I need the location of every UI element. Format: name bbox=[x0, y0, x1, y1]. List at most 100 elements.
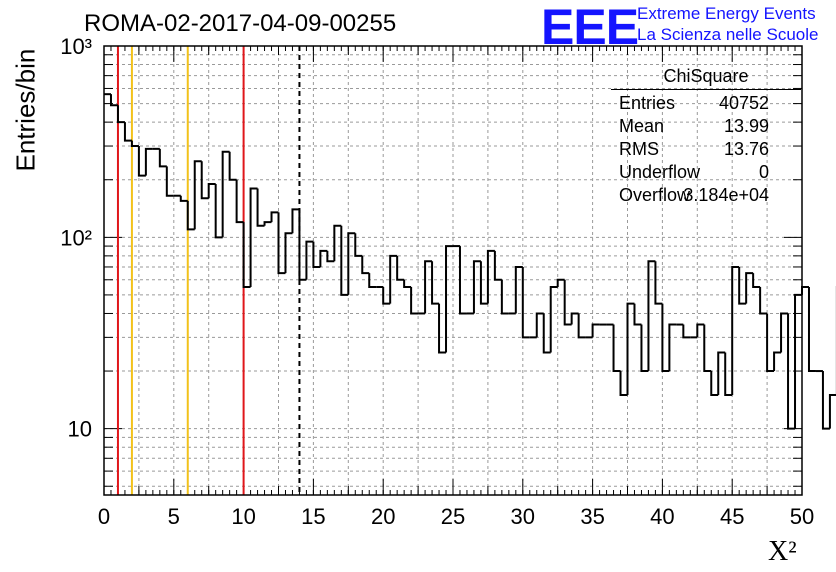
histogram-bin bbox=[424, 260, 433, 314]
histogram-bin bbox=[123, 122, 132, 142]
histogram-bin bbox=[193, 160, 202, 230]
stats-label: Mean bbox=[619, 116, 665, 136]
chart-title: ROMA-02-2017-04-09-00255 bbox=[84, 10, 397, 37]
histogram-bin bbox=[535, 312, 544, 338]
x-tick-label: 25 bbox=[441, 504, 465, 529]
tick-labels-layer: 0 5 10 15 20 25 30 35 40 45 50 10 10² 10³ bbox=[60, 34, 814, 529]
histogram-bin bbox=[354, 233, 363, 257]
y-tick-label: 10 bbox=[68, 417, 92, 442]
stats-row-overflow: Overflow 3.184e+04 bbox=[611, 184, 801, 207]
histogram-bin bbox=[312, 241, 321, 268]
histogram-bin bbox=[556, 278, 565, 288]
histogram-bin bbox=[137, 146, 146, 177]
y-tick-label: 10³ bbox=[60, 34, 92, 59]
histogram-bin bbox=[116, 105, 125, 124]
x-tick-label: 15 bbox=[301, 504, 325, 529]
histogram-bin bbox=[486, 249, 495, 304]
histogram-bin bbox=[242, 222, 251, 289]
histogram-bin bbox=[619, 371, 628, 396]
histogram-bin bbox=[828, 393, 836, 429]
histogram-bin bbox=[759, 287, 768, 315]
histogram-bin bbox=[500, 279, 509, 315]
histogram-bin bbox=[144, 147, 153, 176]
histogram-bin bbox=[256, 188, 265, 227]
x-tick-label: 40 bbox=[650, 504, 674, 529]
histogram-bin bbox=[319, 249, 328, 267]
stats-row-entries: Entries 40752 bbox=[611, 92, 801, 115]
stats-value: 0 bbox=[758, 162, 769, 182]
histogram-bin bbox=[396, 255, 405, 281]
histogram-bin bbox=[221, 150, 230, 238]
histogram-bin bbox=[821, 371, 830, 430]
x-tick-label: 0 bbox=[98, 504, 110, 529]
histogram-bin bbox=[731, 265, 740, 395]
histogram-bin bbox=[333, 224, 342, 262]
histogram-bin bbox=[780, 312, 789, 353]
stats-value: 3.184e+04 bbox=[683, 185, 769, 205]
histogram-bin bbox=[787, 313, 796, 430]
x-tick-label: 10 bbox=[231, 504, 255, 529]
x-tick-label: 45 bbox=[720, 504, 744, 529]
histogram-bin bbox=[179, 195, 188, 202]
x-axis-label: X² bbox=[768, 536, 797, 567]
x-tick-label: 5 bbox=[168, 504, 180, 529]
stats-title: ChiSquare bbox=[611, 66, 801, 90]
histogram-bin bbox=[514, 265, 523, 314]
stats-label: Entries bbox=[619, 93, 676, 113]
y-tick-label: 10² bbox=[60, 225, 92, 250]
histogram-bin bbox=[284, 232, 293, 274]
histogram-bin bbox=[340, 225, 349, 296]
histogram-bin bbox=[326, 250, 335, 263]
histogram-bin bbox=[766, 313, 775, 373]
histogram-bin bbox=[521, 266, 530, 339]
histogram-bin bbox=[654, 261, 663, 305]
plot-frame bbox=[103, 45, 803, 496]
histogram-bin bbox=[347, 232, 356, 295]
histogram-bin bbox=[633, 303, 642, 326]
stats-value: 40752 bbox=[718, 93, 769, 113]
histogram-bin bbox=[710, 371, 719, 396]
histogram-bin bbox=[717, 351, 726, 395]
histogram-bin bbox=[549, 286, 558, 353]
histogram-bin bbox=[305, 240, 314, 280]
histogram-bin bbox=[591, 323, 600, 338]
histogram-bin bbox=[200, 161, 209, 200]
histogram-bin bbox=[745, 272, 754, 304]
histogram-bin bbox=[298, 209, 307, 281]
x-tick-label: 35 bbox=[580, 504, 604, 529]
stats-row-underflow: Underflow 0 bbox=[611, 161, 801, 184]
histogram-bin bbox=[682, 324, 691, 339]
stats-row-rms: RMS 13.76 bbox=[611, 138, 801, 161]
histogram-bin bbox=[493, 250, 502, 281]
histogram-bin bbox=[214, 183, 223, 239]
histogram-bin bbox=[807, 287, 816, 373]
x-tick-label: 20 bbox=[371, 504, 395, 529]
histogram-bin bbox=[668, 323, 677, 372]
histogram-bin bbox=[801, 286, 809, 295]
x-tick-label: 50 bbox=[790, 504, 814, 529]
histogram-bin bbox=[263, 221, 272, 226]
histogram-bin bbox=[445, 245, 453, 353]
stats-box: ChiSquare Entries 40752 Mean 13.99 RMS 1… bbox=[611, 66, 801, 207]
histogram-bin bbox=[410, 287, 419, 315]
histogram-layer bbox=[104, 93, 836, 430]
histogram-bin bbox=[738, 266, 747, 305]
grid-layer bbox=[104, 46, 802, 495]
x-tick-label: 30 bbox=[511, 504, 535, 529]
histogram-bin bbox=[207, 182, 216, 199]
histogram-bin bbox=[542, 313, 551, 354]
histogram-bin bbox=[479, 261, 488, 305]
histogram-bin bbox=[228, 151, 237, 181]
histogram-bin bbox=[724, 352, 733, 396]
histogram-bin bbox=[647, 260, 656, 372]
stats-value: 13.76 bbox=[723, 139, 769, 159]
histogram-bin bbox=[186, 200, 195, 231]
logo-caption-line2: La Scienza nelle Scuole bbox=[637, 25, 819, 44]
histogram-bin bbox=[361, 255, 370, 275]
histogram-bin bbox=[472, 260, 481, 314]
histogram-bin bbox=[403, 279, 412, 289]
stats-label: Overflow bbox=[619, 185, 691, 205]
histogram-bin bbox=[235, 179, 244, 224]
histogram-bin bbox=[794, 293, 802, 429]
